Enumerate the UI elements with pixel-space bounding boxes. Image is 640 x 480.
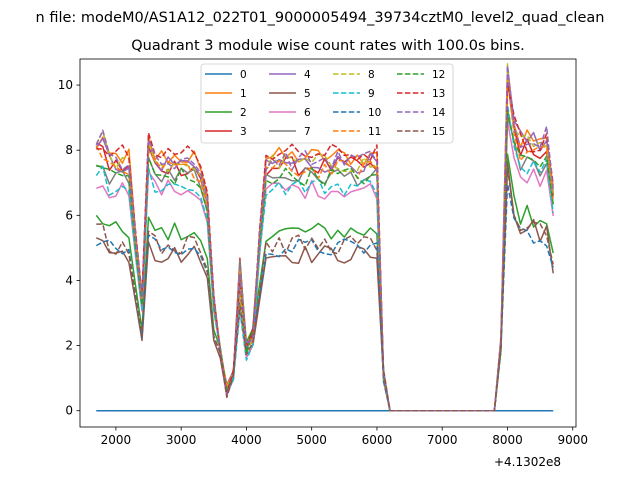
series-layer — [95, 63, 554, 412]
x-tick-label: 5000 — [296, 433, 327, 447]
legend-label-7: 7 — [304, 126, 311, 138]
legend-label-10: 10 — [368, 107, 381, 119]
x-tick-label: 2000 — [101, 433, 132, 447]
series-line-12 — [96, 109, 554, 412]
legend-label-2: 2 — [240, 107, 247, 119]
y-tick-label: 6 — [65, 208, 73, 222]
x-tick-label: 7000 — [427, 433, 458, 447]
legend-label-0: 0 — [240, 69, 247, 81]
legend-label-1: 1 — [240, 88, 247, 100]
legend-label-9: 9 — [368, 88, 375, 100]
y-tick-label: 8 — [65, 143, 73, 157]
y-tick-label: 10 — [58, 78, 73, 92]
legend-label-3: 3 — [240, 126, 247, 138]
legend-label-8: 8 — [368, 69, 375, 81]
legend-label-14: 14 — [432, 107, 446, 119]
series-line-9 — [95, 104, 554, 412]
legend-label-5: 5 — [304, 88, 311, 100]
x-tick-label: 4000 — [231, 433, 262, 447]
series-line-13 — [96, 82, 554, 412]
y-tick-label: 0 — [65, 404, 73, 418]
legend-box — [200, 63, 454, 144]
x-tick-label: 8000 — [492, 433, 523, 447]
legend-label-12: 12 — [432, 69, 445, 81]
x-tick-label: 6000 — [362, 433, 393, 447]
series-line-10 — [95, 183, 554, 412]
legend-label-13: 13 — [432, 88, 445, 100]
legend-label-6: 6 — [304, 107, 311, 119]
chart-title: Quadrant 3 module wise count rates with … — [131, 38, 525, 54]
x-tick-label: 9000 — [557, 433, 588, 447]
x-tick-label: 3000 — [166, 433, 197, 447]
axes-frame — [79, 58, 577, 428]
y-tick-label: 4 — [65, 273, 73, 287]
legend-label-15: 15 — [432, 126, 445, 138]
figure-suptitle: n file: modeM0/AS1A12_022T01_9000005494_… — [36, 10, 605, 26]
x-offset-label: +4.1302e8 — [494, 455, 561, 469]
series-line-15 — [96, 167, 554, 412]
legend-label-11: 11 — [368, 126, 381, 138]
y-tick-label: 2 — [65, 339, 73, 353]
legend-label-4: 4 — [304, 69, 311, 81]
